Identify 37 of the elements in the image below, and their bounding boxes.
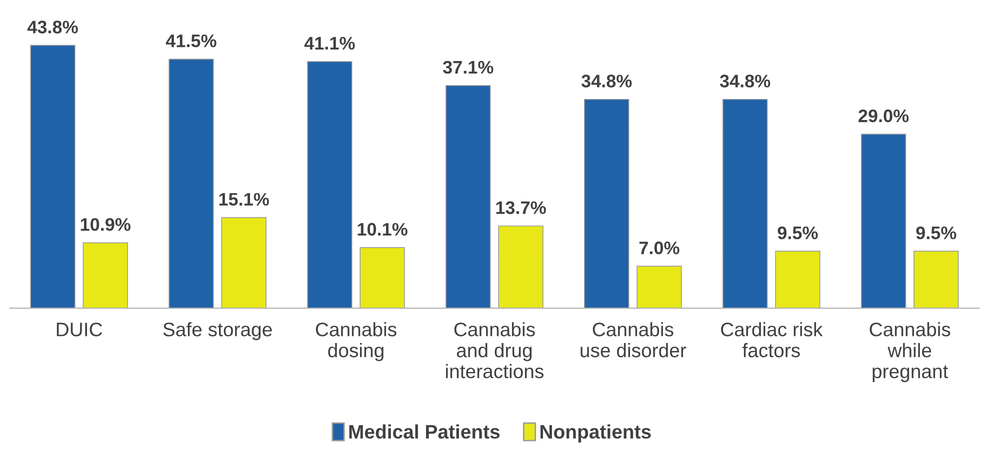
data-label: 43.8%	[27, 20, 78, 34]
legend-label: Medical Patients	[349, 424, 500, 439]
data-label: 10.9%	[80, 218, 131, 231]
x-tick-label: Cannabis use disorder	[580, 322, 686, 358]
data-label: 37.1%	[442, 60, 494, 74]
data-label: 29.0%	[858, 109, 909, 122]
data-label: 10.1%	[358, 222, 408, 236]
bar	[584, 98, 630, 308]
bar	[360, 247, 405, 308]
bar	[775, 250, 820, 308]
bar	[82, 242, 128, 308]
bar	[722, 98, 768, 308]
x-tick-label: Cardiac risk factors	[721, 322, 823, 358]
data-label: 15.1%	[219, 192, 269, 206]
bar	[221, 217, 266, 308]
bar	[446, 85, 491, 308]
x-tick-label: Safe storage	[163, 322, 272, 340]
data-label: 9.5%	[778, 226, 818, 240]
data-label: 34.8%	[581, 74, 632, 88]
x-tick-label: Cannabis while pregnant	[870, 322, 950, 382]
bar	[914, 250, 959, 308]
data-label: 7.0%	[639, 242, 680, 254]
bar	[860, 134, 906, 308]
data-label: 34.8%	[720, 74, 770, 88]
bar	[168, 58, 214, 308]
bar	[498, 226, 544, 308]
bar	[636, 266, 682, 308]
legend-label: Nonpatients	[540, 424, 651, 442]
x-tick-label: Cannabis dosing	[316, 322, 396, 362]
data-label: 41.1%	[304, 36, 355, 50]
bar	[307, 61, 352, 308]
x-tick-label: DUIC	[56, 322, 102, 336]
data-label: 13.7%	[496, 201, 546, 214]
bar	[30, 44, 76, 308]
data-label: 9.5%	[916, 226, 956, 240]
x-tick-label: Cannabis and drug interactions	[446, 322, 544, 378]
data-label: 41.5%	[166, 34, 216, 48]
